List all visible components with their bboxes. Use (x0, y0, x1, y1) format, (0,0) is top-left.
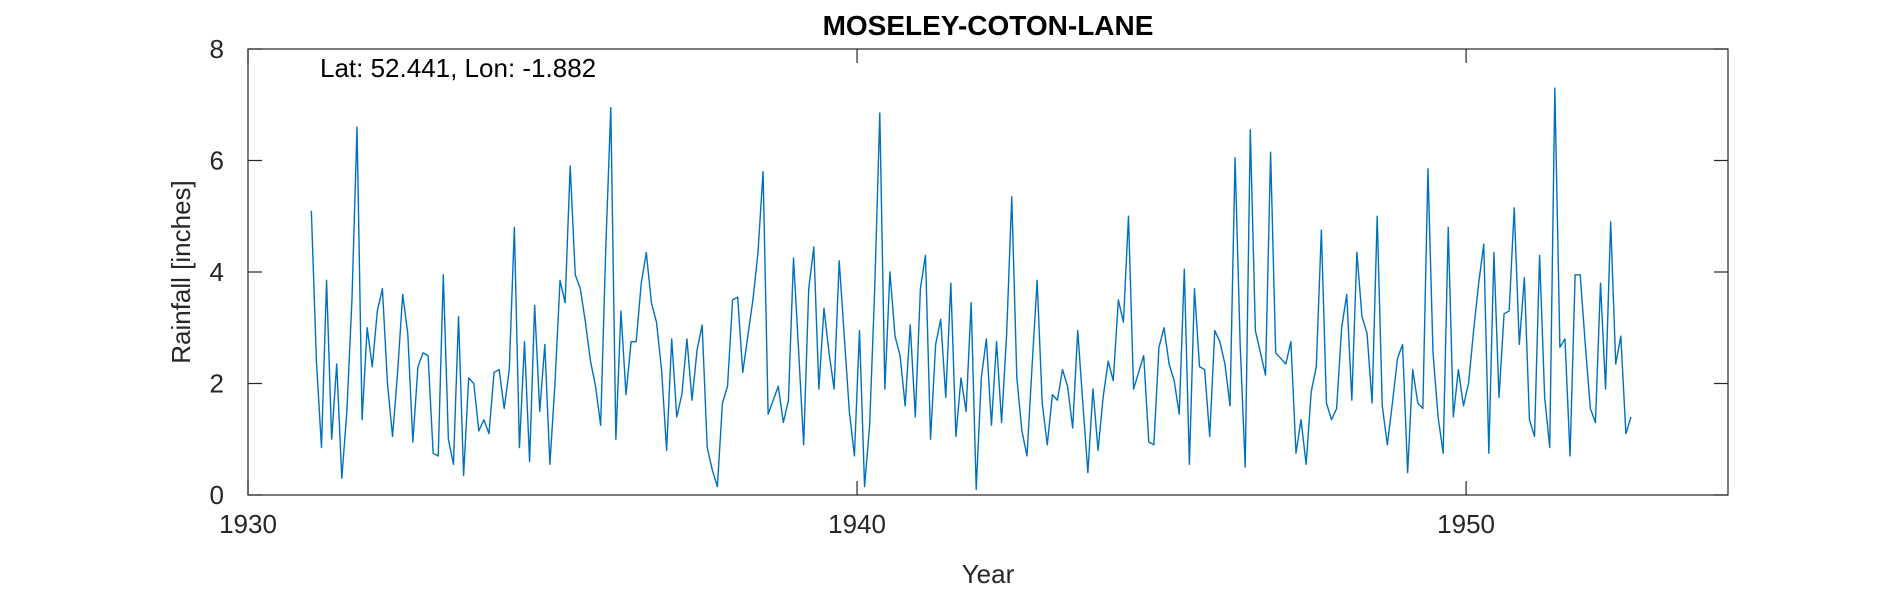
x-tick-label: 1940 (828, 509, 886, 539)
rainfall-series-line (310, 87, 1632, 491)
coordinates-annotation: Lat: 52.441, Lon: -1.882 (320, 53, 596, 83)
y-tick-label: 0 (210, 480, 224, 510)
axis-ticks (247, 48, 1728, 496)
plot-frame (247, 48, 1729, 496)
y-tick-label: 6 (210, 146, 224, 176)
y-tick-label: 8 (210, 34, 224, 64)
x-tick-label: 1950 (1437, 509, 1495, 539)
x-axis-label: Year (962, 559, 1015, 589)
plot-area (248, 49, 1728, 495)
y-tick-label: 4 (210, 257, 224, 287)
x-tick-label: 1930 (219, 509, 277, 539)
y-axis-label: Rainfall [inches] (166, 180, 196, 364)
chart-title: MOSELEY-COTON-LANE (823, 10, 1154, 41)
y-tick-label: 2 (210, 369, 224, 399)
axis-tick-labels: 1930 1940 1950 0 2 4 6 8 (210, 34, 1495, 539)
